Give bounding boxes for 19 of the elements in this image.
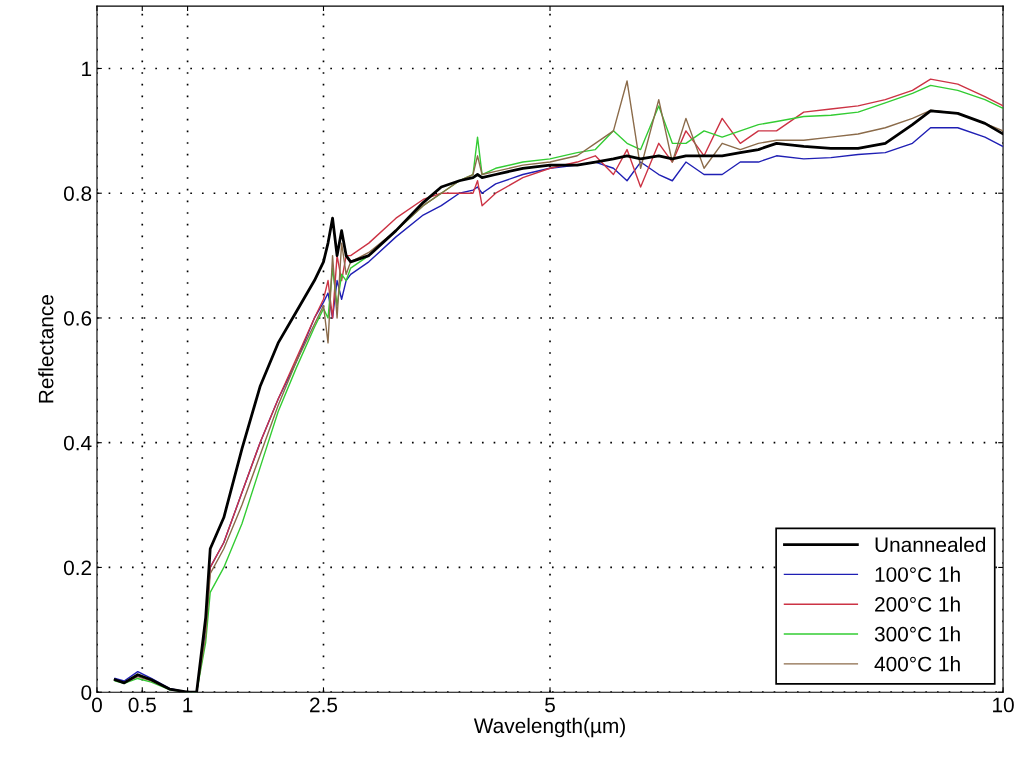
- x-tick-label: 0.5: [128, 697, 156, 713]
- legend-label: 100°C 1h: [875, 566, 960, 582]
- x-axis-title: Wavelength(µm): [473, 717, 625, 738]
- y-tick-label: 0.8: [63, 186, 92, 201]
- x-tick-label: 1: [183, 697, 193, 713]
- legend-label: Unannealed: [875, 536, 986, 553]
- y-tick-label: 0.2: [63, 560, 92, 576]
- x-tick-label: 2.5: [310, 697, 338, 713]
- x-tick-label: 10: [993, 697, 1014, 713]
- y-tick-label: 0: [81, 685, 92, 700]
- y-tick-label: 0.4: [63, 435, 92, 451]
- y-axis-title: Reflectance: [38, 295, 54, 403]
- y-tick-label: 1: [82, 61, 92, 77]
- x-tick-label: 5: [545, 697, 555, 713]
- y-tick-label: 0.6: [63, 310, 92, 326]
- x-tick-label: 0: [91, 697, 102, 713]
- legend-label: 200°C 1h: [875, 596, 960, 612]
- legend-label: 300°C 1h: [874, 626, 960, 642]
- legend-label: 400°C 1h: [874, 656, 960, 672]
